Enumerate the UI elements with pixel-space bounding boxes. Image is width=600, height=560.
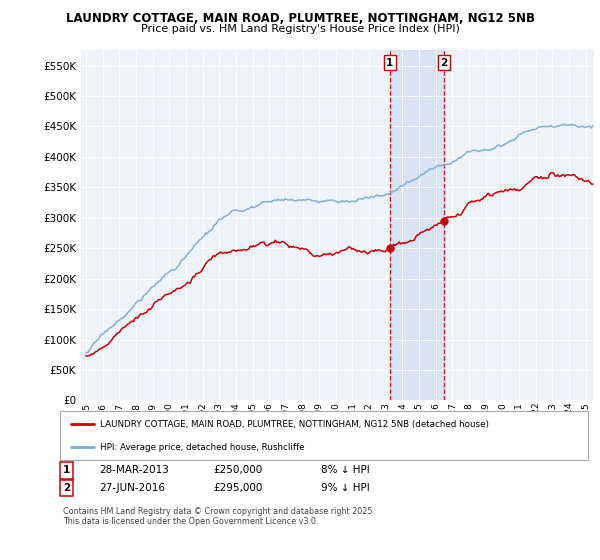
- Text: 8% ↓ HPI: 8% ↓ HPI: [321, 465, 370, 475]
- Text: 27-JUN-2016: 27-JUN-2016: [99, 483, 165, 493]
- Text: 9% ↓ HPI: 9% ↓ HPI: [321, 483, 370, 493]
- Text: 1: 1: [63, 465, 70, 475]
- Text: LAUNDRY COTTAGE, MAIN ROAD, PLUMTREE, NOTTINGHAM, NG12 5NB (detached house): LAUNDRY COTTAGE, MAIN ROAD, PLUMTREE, NO…: [100, 420, 488, 429]
- Text: HPI: Average price, detached house, Rushcliffe: HPI: Average price, detached house, Rush…: [100, 442, 304, 451]
- Bar: [390, 50, 444, 400]
- Text: 1: 1: [386, 58, 394, 68]
- Text: LAUNDRY COTTAGE, MAIN ROAD, PLUMTREE, NOTTINGHAM, NG12 5NB: LAUNDRY COTTAGE, MAIN ROAD, PLUMTREE, NO…: [65, 12, 535, 25]
- Text: £250,000: £250,000: [213, 465, 262, 475]
- Text: 28-MAR-2013: 28-MAR-2013: [99, 465, 169, 475]
- Text: 2: 2: [440, 58, 448, 68]
- Text: £295,000: £295,000: [213, 483, 262, 493]
- Text: Price paid vs. HM Land Registry's House Price Index (HPI): Price paid vs. HM Land Registry's House …: [140, 24, 460, 34]
- Text: Contains HM Land Registry data © Crown copyright and database right 2025.
This d: Contains HM Land Registry data © Crown c…: [63, 507, 375, 526]
- Text: 2: 2: [63, 483, 70, 493]
